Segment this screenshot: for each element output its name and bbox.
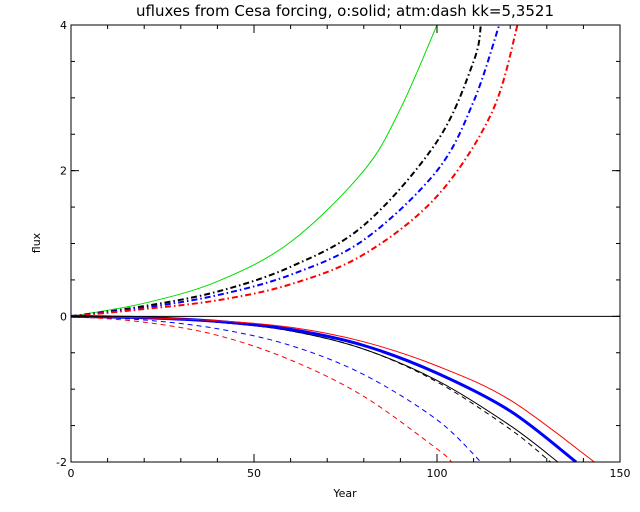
y-tick-label: 0: [60, 310, 67, 323]
y-axis-label: flux: [30, 232, 43, 253]
x-tick-label: 100: [427, 467, 448, 480]
series-line-9: [71, 315, 482, 462]
series-line-10: [71, 315, 452, 462]
series-line-8: [71, 315, 595, 462]
x-tick-label: 50: [247, 467, 261, 480]
chart-title: ufluxes from Cesa forcing, o:solid; atm:…: [136, 2, 554, 20]
series-layer: [71, 25, 595, 462]
series-line-4: [71, 25, 519, 318]
series-line-2: [71, 25, 482, 318]
axes-layer: [70, 24, 621, 463]
plot-frame: [70, 24, 621, 463]
series-line-5: [71, 315, 559, 462]
series-line-6: [71, 315, 551, 462]
y-tick-label: 2: [60, 165, 67, 178]
x-tick-label: 150: [610, 467, 631, 480]
series-line-3: [71, 25, 501, 318]
x-tick-label: 0: [68, 467, 75, 480]
y-tick-label: -2: [56, 456, 67, 469]
y-tick-label: 4: [60, 19, 67, 32]
series-line-1: [71, 25, 438, 317]
x-axis-label: Year: [332, 487, 357, 500]
